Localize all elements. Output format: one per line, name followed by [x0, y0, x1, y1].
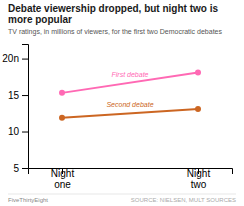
y-tick-label: 10	[8, 126, 20, 137]
y-tick: 10	[8, 126, 28, 137]
chart: Debate viewership dropped, but night two…	[0, 0, 244, 206]
series-point	[195, 69, 201, 75]
y-tick-label: 15	[8, 90, 20, 101]
title: Debate viewership dropped, but night two…	[8, 3, 218, 25]
series-point	[59, 115, 65, 121]
y-tick: 5	[13, 163, 28, 174]
x-axis: Nightone Nighttwo	[29, 168, 233, 190]
series-label: First debate	[112, 71, 149, 78]
y-tick: 15	[8, 90, 28, 101]
series-label: Second debate	[106, 101, 153, 108]
marks	[59, 69, 201, 120]
y-tick-label: 5	[13, 163, 19, 174]
series-labels: First debate Second debate	[106, 71, 153, 109]
y-tick-label: 20n	[2, 53, 19, 64]
footer-text: FiveThirtyEight	[8, 197, 48, 203]
y-tick-mark	[22, 132, 28, 133]
series-line	[62, 109, 198, 118]
y-axis-line	[22, 45, 29, 169]
x-tick: Nighttwo	[187, 168, 211, 190]
x-tick-label: Nighttwo	[187, 168, 211, 190]
y-tick-mark	[22, 168, 28, 169]
x-tick: Nightone	[51, 168, 75, 190]
y-tick-mark	[22, 59, 28, 60]
y-axis: 5 10 15 20n	[2, 45, 28, 174]
plot: 5 10 15 20n Nightone Nighttwo First debate Seco…	[2, 45, 232, 191]
x-tick-label: Nightone	[51, 168, 75, 190]
footer-rule	[8, 194, 236, 195]
footer-text: SOURCE: NIELSEN, MULT SOURCES	[131, 197, 236, 203]
y-tick-mark	[22, 95, 28, 96]
series-point	[59, 90, 65, 96]
subtitle: TV ratings, in millions of viewers, for …	[8, 28, 222, 36]
series-point	[195, 106, 201, 112]
y-tick: 20n	[2, 53, 28, 64]
